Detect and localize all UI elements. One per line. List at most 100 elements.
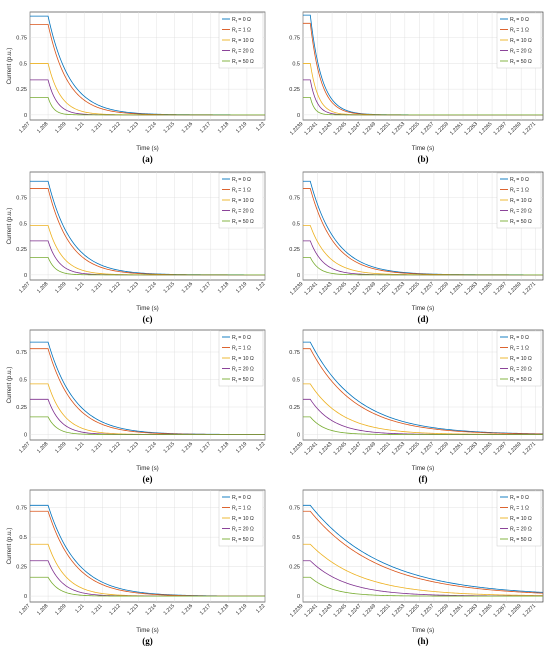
y-tick-label: 0.75 [16, 506, 27, 512]
chart-panel-6: 1.2239 1.2241 1.2243 1.2245 1.2247 1.2249 1.22… [289, 329, 544, 484]
x-tick-label: 1.2251 [376, 281, 392, 297]
legend-entry: Rf = 50 Ω [232, 537, 254, 543]
y-tick-label: 0.75 [289, 196, 300, 202]
x-tick-label: 1.219 [235, 603, 249, 617]
x-tick-label: 1.2245 [333, 281, 349, 297]
x-tick-label: 1.21 [74, 441, 85, 452]
legend-entry: Rf = 10 Ω [232, 198, 254, 204]
legend-entry: Rf = 0 Ω [510, 177, 529, 183]
x-tick-label: 1.2243 [318, 441, 334, 457]
panel-label: (g) [142, 636, 153, 646]
x-tick-label: 1.2255 [405, 441, 421, 457]
y-tick-label: 0 [24, 273, 27, 279]
y-tick-label: 0.75 [289, 350, 300, 356]
x-tick-label: 1.211 [91, 441, 104, 454]
chart-panel-2: 1.2239 1.2241 1.2243 1.2245 1.2247 1.2249 1.22… [289, 11, 544, 164]
x-tick-label: 1.2271 [522, 281, 538, 297]
x-tick-label: 1.22 [255, 121, 266, 132]
legend-entry: Rf = 20 Ω [232, 367, 254, 373]
x-tick-label: 1.2253 [391, 441, 407, 457]
legend-entry: Rf = 20 Ω [510, 367, 532, 373]
x-tick-label: 1.211 [91, 121, 104, 134]
x-tick-label: 1.2241 [303, 441, 319, 457]
series-line-5 [303, 256, 543, 276]
series-line-5 [303, 96, 543, 116]
legend-entry: Rf = 50 Ω [232, 377, 254, 383]
legend-entry: Rf = 0 Ω [510, 17, 529, 23]
x-tick-label: 1.216 [181, 441, 195, 455]
panel-label: (c) [143, 314, 153, 324]
y-tick-label: 0.25 [16, 405, 27, 411]
x-tick-label: 1.2265 [478, 121, 494, 137]
series-line-1 [303, 504, 544, 593]
x-tick-label: 1.217 [199, 121, 213, 135]
x-tick-label: 1.2255 [405, 121, 421, 137]
legend-entry: Rf = 10 Ω [232, 38, 254, 44]
x-tick-label: 1.21 [74, 121, 85, 132]
x-tick-label: 1.2251 [376, 603, 392, 619]
x-tick-label: 1.208 [36, 441, 50, 455]
chart-panel-3: 1.207 1.208 1.209 1.21 1.211 1.212 1.213 1.214 1… [6, 171, 266, 324]
x-tick-label: 1.211 [91, 281, 104, 294]
x-tick-label: 1.208 [36, 603, 50, 617]
x-tick-label: 1.2251 [376, 121, 392, 137]
x-tick-label: 1.2259 [434, 603, 450, 619]
x-axis-label: Time (s) [412, 305, 434, 312]
x-tick-label: 1.2263 [463, 603, 479, 619]
x-tick-label: 1.2249 [362, 281, 378, 297]
legend-box [496, 330, 542, 387]
x-tick-label: 1.218 [217, 441, 231, 455]
x-tick-label: 1.214 [145, 121, 159, 135]
x-tick-label: 1.217 [199, 441, 213, 455]
x-tick-label: 1.2265 [478, 281, 494, 297]
x-tick-label: 1.2267 [493, 281, 509, 297]
y-tick-label: 0 [24, 113, 27, 119]
legend-entry: Rf = 50 Ω [510, 219, 532, 225]
panel-label: (h) [418, 636, 429, 646]
x-axis-label: Time (s) [136, 627, 158, 634]
x-tick-label: 1.214 [145, 281, 159, 295]
x-tick-label: 1.2269 [507, 603, 523, 619]
legend-entry: Rf = 20 Ω [232, 209, 254, 215]
x-tick-label: 1.2243 [318, 281, 334, 297]
series-line-5 [303, 576, 543, 597]
x-tick-label: 1.219 [235, 281, 249, 295]
x-tick-label: 1.2259 [434, 441, 450, 457]
x-tick-label: 1.2265 [478, 441, 494, 457]
y-tick-label: 0 [297, 594, 300, 600]
x-tick-label: 1.216 [181, 121, 195, 135]
y-tick-label: 0 [297, 113, 300, 119]
y-tick-label: 0.25 [16, 87, 27, 93]
x-tick-label: 1.2271 [522, 441, 538, 457]
chart-panel-7: 1.207 1.208 1.209 1.21 1.211 1.212 1.213 1.214 1… [6, 489, 266, 646]
x-tick-label: 1.2267 [493, 441, 509, 457]
panel-label: (d) [418, 314, 429, 324]
x-tick-label: 1.209 [54, 603, 68, 617]
y-tick-label: 0.25 [289, 565, 300, 571]
x-tick-label: 1.22 [255, 281, 266, 292]
x-tick-label: 1.2243 [318, 121, 334, 137]
x-tick-label: 1.216 [181, 281, 195, 295]
legend-entry: Rf = 20 Ω [232, 527, 254, 533]
legend-entry: Rf = 0 Ω [232, 335, 251, 341]
y-tick-label: 0.75 [16, 350, 27, 356]
legend-entry: Rf = 20 Ω [510, 209, 532, 215]
x-tick-label: 1.2249 [362, 603, 378, 619]
legend-box [496, 490, 542, 547]
y-axis-label: Current (p.u.) [6, 208, 13, 245]
x-tick-label: 1.2245 [333, 603, 349, 619]
x-tick-label: 1.2239 [289, 121, 305, 137]
series-line-5 [303, 416, 543, 435]
y-tick-label: 0.5 [292, 378, 300, 384]
x-tick-label: 1.207 [18, 603, 32, 617]
x-tick-label: 1.2257 [420, 281, 436, 297]
x-tick-label: 1.213 [126, 121, 140, 135]
x-tick-label: 1.212 [108, 441, 122, 455]
legend-entry: Rf = 50 Ω [232, 59, 254, 65]
legend-entry: Rf = 1 Ω [510, 346, 529, 352]
x-tick-label: 1.2245 [333, 441, 349, 457]
panel-label: (f) [419, 474, 428, 484]
x-tick-label: 1.208 [36, 121, 50, 135]
x-tick-label: 1.209 [54, 441, 68, 455]
legend-box [496, 12, 542, 69]
